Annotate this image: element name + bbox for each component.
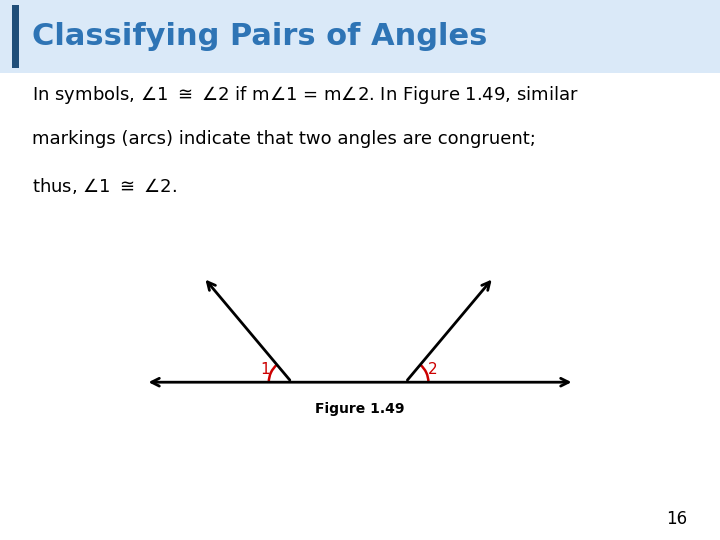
Text: thus, $\angle$1 $\cong$ $\angle$2.: thus, $\angle$1 $\cong$ $\angle$2.: [32, 176, 177, 195]
Text: 2: 2: [428, 362, 437, 377]
Text: 1: 1: [260, 362, 269, 377]
Text: markings (arcs) indicate that two angles are congruent;: markings (arcs) indicate that two angles…: [32, 130, 536, 147]
Text: 16: 16: [667, 510, 688, 529]
Text: Figure 1.49: Figure 1.49: [315, 402, 405, 416]
Text: In symbols, $\angle$1 $\cong$ $\angle$2 if m$\angle$1 = m$\angle$2. In Figure 1.: In symbols, $\angle$1 $\cong$ $\angle$2 …: [32, 84, 578, 106]
Text: Classifying Pairs of Angles: Classifying Pairs of Angles: [32, 22, 487, 51]
